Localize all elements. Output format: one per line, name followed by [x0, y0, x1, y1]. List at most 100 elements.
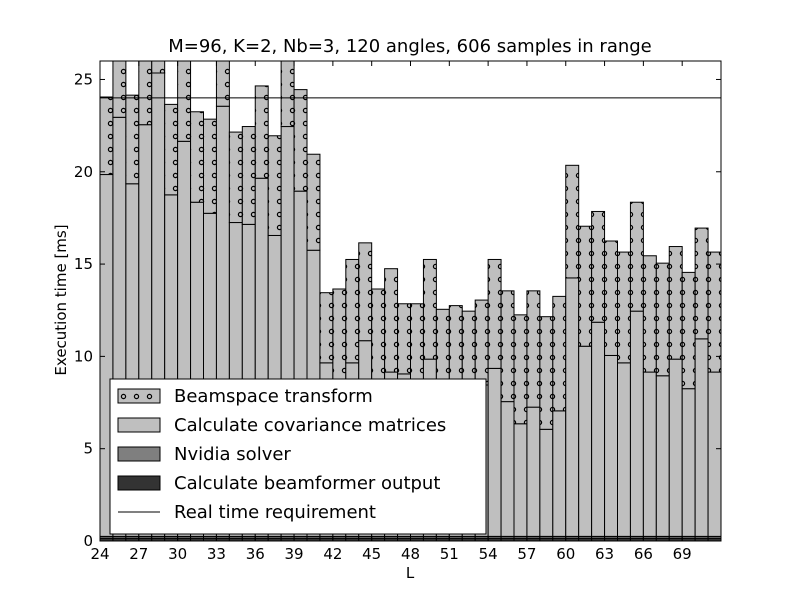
bar-segment-calculate-covariance-matrices-L55: [500, 401, 515, 537]
bar-segment-beamspace-transform-L36: [254, 85, 269, 179]
bar-segment-beamspace-transform-L46: [384, 268, 399, 373]
bar-segment-beamspace-transform-L26: [125, 94, 140, 185]
bar-segment-calculate-covariance-matrices-L60: [565, 277, 580, 537]
y-tick-label: 5: [83, 440, 93, 458]
bar-segment-beamspace-transform-L44: [358, 242, 373, 342]
legend-swatch: [117, 475, 161, 491]
bar-segment-beamspace-transform-L42: [332, 288, 347, 393]
bar-segment-beamspace-transform-L60: [565, 164, 580, 279]
bar-segment-beamspace-transform-L71: [707, 251, 721, 373]
bar-segment-calculate-covariance-matrices-L63: [604, 354, 618, 537]
legend-swatch: [117, 388, 161, 404]
y-tick-label: 15: [74, 255, 93, 273]
bar-segment-beamspace-transform-L67: [655, 262, 670, 377]
bar-segment-beamspace-transform-L69: [681, 271, 696, 390]
bar-segment-beamspace-transform-L43: [345, 258, 360, 364]
legend-entry-label: Calculate beamformer output: [174, 473, 440, 494]
bar-segment-calculate-covariance-matrices-L57: [526, 406, 541, 537]
bar-segment-beamspace-transform-L63: [604, 240, 618, 356]
legend-entry-label: Calculate covariance matrices: [174, 415, 446, 436]
bar-segment-beamspace-transform-L38: [280, 61, 295, 128]
bar-segment-calculate-covariance-matrices-L62: [591, 321, 606, 537]
bar-segment-beamspace-transform-L66: [642, 255, 657, 373]
legend-box: [109, 378, 487, 535]
bar-segment-beamspace-transform-L24: [100, 96, 114, 176]
x-tick-label: 30: [168, 545, 187, 563]
bar-segment-calculate-covariance-matrices-L66: [642, 371, 657, 537]
bar-segment-beamspace-transform-L51: [448, 305, 463, 384]
bar-segment-calculate-covariance-matrices-L71: [707, 371, 721, 537]
bar-segment-beamspace-transform-L62: [591, 210, 606, 323]
x-tick-label: 48: [401, 545, 420, 563]
bar-segment-beamspace-transform-L52: [461, 310, 476, 390]
x-tick-label: 27: [129, 545, 148, 563]
bar-segment-beamspace-transform-L50: [435, 308, 450, 386]
bar-segment-beamspace-transform-L31: [190, 111, 204, 203]
bar-segment-beamspace-transform-L61: [578, 225, 593, 347]
bar-segment-beamspace-transform-L54: [487, 258, 502, 369]
bar-segment-beamspace-transform-L49: [422, 258, 437, 360]
bar-segment-calculate-covariance-matrices-L58: [539, 428, 554, 537]
bar-segment-beamspace-transform-L45: [371, 288, 386, 388]
chart-title: M=96, K=2, Nb=3, 120 angles, 606 samples…: [168, 36, 652, 57]
x-tick-label: 42: [323, 545, 342, 563]
bar-segment-beamspace-transform-L32: [203, 118, 217, 214]
y-tick-label: 20: [74, 163, 93, 181]
legend-swatch: [117, 417, 161, 433]
bar-segment-beamspace-transform-L37: [267, 135, 282, 236]
bar-segment-beamspace-transform-L53: [474, 299, 489, 386]
bar-segment-beamspace-transform-L25: [112, 61, 127, 118]
bar-segment-beamspace-transform-L30: [177, 61, 192, 142]
bar-segment-beamspace-transform-L58: [539, 316, 554, 430]
bar-segment-beamspace-transform-L41: [319, 292, 334, 364]
bar-segment-beamspace-transform-L28: [151, 61, 166, 74]
legend-entry-label: Beamspace transform: [174, 386, 373, 407]
bar-segment-calculate-covariance-matrices-L54: [487, 367, 502, 537]
y-tick-label: 10: [74, 347, 93, 365]
bar-segment-beamspace-transform-L59: [552, 295, 567, 412]
bar-segment-calculate-covariance-matrices-L68: [668, 358, 683, 537]
bar-segment-calculate-covariance-matrices-L59: [552, 410, 567, 537]
bar-segment-calculate-covariance-matrices-L56: [513, 423, 528, 537]
x-tick-label: 60: [556, 545, 575, 563]
x-tick-label: 45: [362, 545, 381, 563]
y-axis-label: Execution time [ms]: [52, 224, 70, 375]
legend-entry-label: Real time requirement: [174, 502, 376, 523]
legend: Beamspace transform Calculate covariance …: [109, 378, 487, 535]
bar-segment-beamspace-transform-L57: [526, 290, 541, 408]
bar-segment-beamspace-transform-L64: [617, 251, 631, 364]
bar-segment-calculate-covariance-matrices-L64: [617, 362, 631, 537]
bar-segment-calculate-covariance-matrices-L69: [681, 388, 696, 537]
legend-swatch: [117, 446, 161, 462]
bar-segment-beamspace-transform-L65: [629, 201, 644, 312]
bar-segment-beamspace-transform-L27: [138, 61, 153, 126]
bar-segment-beamspace-transform-L29: [164, 103, 179, 196]
x-axis-label: L: [406, 564, 415, 582]
bar-segment-beamspace-transform-L47: [397, 303, 411, 375]
x-tick-label: 57: [517, 545, 536, 563]
bar-segment-beamspace-transform-L34: [228, 131, 243, 224]
bar-segment-beamspace-transform-L33: [215, 61, 230, 107]
x-tick-label: 66: [634, 545, 653, 563]
legend-entry-label: Nvidia solver: [174, 444, 291, 465]
x-tick-label: 24: [90, 545, 109, 563]
bar-segment-beamspace-transform-L70: [694, 227, 709, 340]
x-tick-label: 33: [207, 545, 226, 563]
y-tick-label: 0: [83, 532, 93, 550]
bar-segment-beamspace-transform-L68: [668, 246, 683, 360]
x-tick-label: 69: [673, 545, 692, 563]
bar-segment-beamspace-transform-L39: [293, 89, 308, 192]
x-tick-label: 63: [595, 545, 614, 563]
bar-segment-beamspace-transform-L35: [241, 126, 256, 225]
bar-segment-beamspace-transform-L56: [513, 314, 528, 425]
x-tick-label: 54: [479, 545, 498, 563]
bar-segment-calculate-covariance-matrices-L70: [694, 338, 709, 537]
x-tick-label: 36: [246, 545, 265, 563]
axes-layer: 0 5 10 15 20 25 24 27 30 33 36 39 42 45 48 51 54 57 60 63 66…: [74, 60, 722, 563]
bar-segment-calculate-covariance-matrices-L65: [629, 310, 644, 537]
bar-segment-calculate-covariance-matrices-L61: [578, 345, 593, 537]
x-tick-label: 39: [285, 545, 304, 563]
x-tick-label: 51: [440, 545, 459, 563]
bar-segment-calculate-covariance-matrices-L67: [655, 375, 670, 537]
